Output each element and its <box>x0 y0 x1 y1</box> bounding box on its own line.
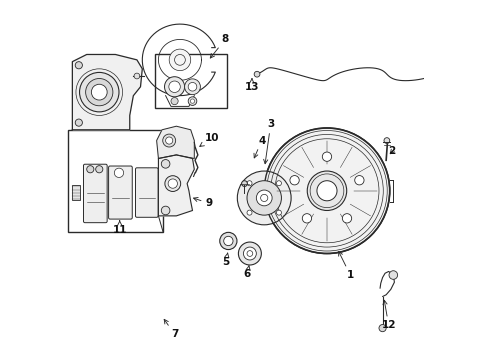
Circle shape <box>85 78 113 106</box>
Circle shape <box>276 181 281 186</box>
Circle shape <box>238 242 261 265</box>
Text: 2: 2 <box>388 146 395 156</box>
Circle shape <box>161 159 169 168</box>
Circle shape <box>164 77 184 97</box>
Text: 5: 5 <box>222 253 229 267</box>
Circle shape <box>246 181 251 186</box>
Text: 9: 9 <box>193 198 212 208</box>
Circle shape <box>246 210 251 215</box>
Circle shape <box>254 71 260 77</box>
Text: 3: 3 <box>263 120 274 164</box>
Text: 7: 7 <box>164 319 178 339</box>
Circle shape <box>246 181 281 215</box>
FancyBboxPatch shape <box>83 164 107 223</box>
Circle shape <box>114 168 123 177</box>
Text: 6: 6 <box>243 266 250 279</box>
Circle shape <box>223 236 233 246</box>
Bar <box>72 185 80 200</box>
FancyBboxPatch shape <box>108 166 132 219</box>
Circle shape <box>388 271 397 279</box>
Circle shape <box>289 176 299 185</box>
Circle shape <box>237 171 290 225</box>
Text: 12: 12 <box>381 300 395 330</box>
Circle shape <box>171 98 178 105</box>
Polygon shape <box>156 126 194 158</box>
Circle shape <box>184 79 200 95</box>
Text: 8: 8 <box>210 34 229 58</box>
Text: 4: 4 <box>253 136 265 158</box>
Text: 10: 10 <box>200 133 219 147</box>
Circle shape <box>256 190 271 206</box>
Text: 1: 1 <box>338 252 353 280</box>
Circle shape <box>75 62 82 69</box>
Circle shape <box>264 128 389 253</box>
Circle shape <box>243 247 256 260</box>
Circle shape <box>241 181 247 186</box>
Circle shape <box>80 72 119 112</box>
Circle shape <box>164 176 180 192</box>
Text: 13: 13 <box>244 78 258 92</box>
Circle shape <box>306 171 346 211</box>
Circle shape <box>96 166 102 173</box>
Bar <box>155 54 226 108</box>
Circle shape <box>168 179 177 188</box>
Circle shape <box>354 176 363 185</box>
Polygon shape <box>158 155 194 216</box>
Polygon shape <box>72 54 142 130</box>
Circle shape <box>91 84 107 100</box>
Circle shape <box>169 49 190 71</box>
FancyBboxPatch shape <box>135 168 158 217</box>
Circle shape <box>188 82 196 91</box>
Circle shape <box>161 206 169 215</box>
Circle shape <box>276 210 281 215</box>
Circle shape <box>190 99 194 103</box>
Circle shape <box>163 134 175 147</box>
Circle shape <box>165 137 172 144</box>
Circle shape <box>322 152 331 161</box>
Circle shape <box>316 181 336 201</box>
Circle shape <box>134 73 140 79</box>
Circle shape <box>302 213 311 223</box>
Circle shape <box>168 81 180 93</box>
Circle shape <box>75 119 82 126</box>
Circle shape <box>342 213 351 223</box>
Circle shape <box>378 324 386 332</box>
Circle shape <box>86 166 94 173</box>
Circle shape <box>383 138 389 143</box>
Text: 11: 11 <box>112 221 127 235</box>
Circle shape <box>433 71 440 77</box>
Bar <box>68 130 163 232</box>
Circle shape <box>188 97 196 105</box>
Circle shape <box>219 232 237 249</box>
